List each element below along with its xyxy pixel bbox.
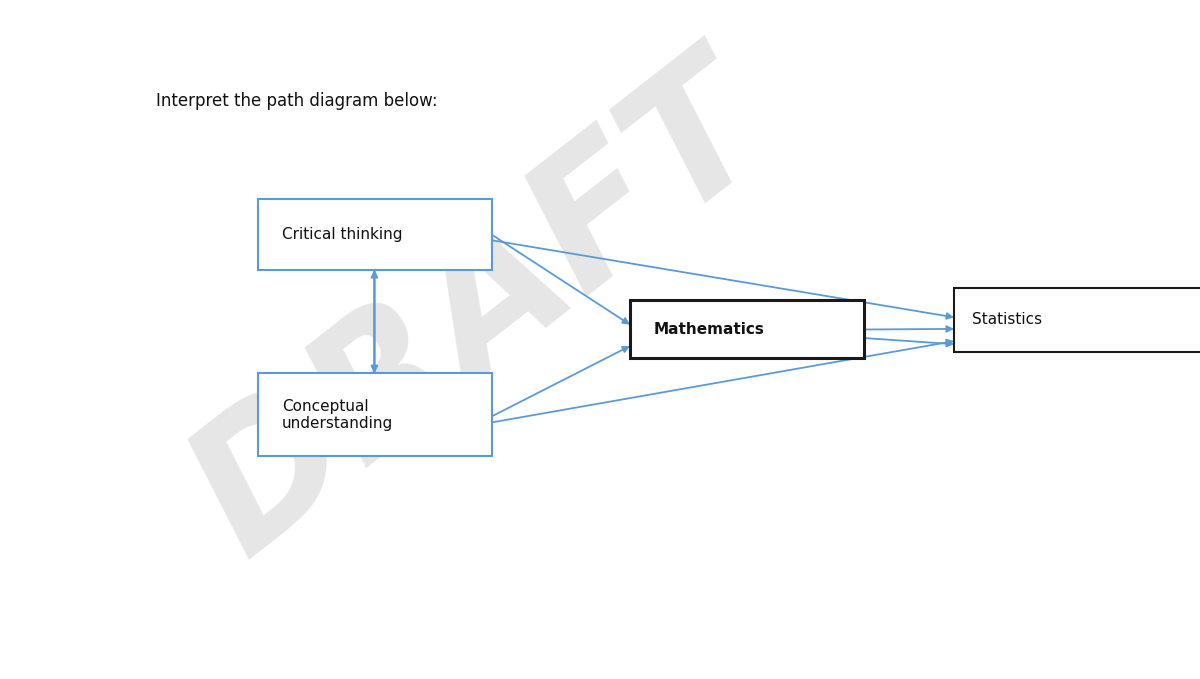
FancyBboxPatch shape — [258, 373, 492, 456]
Text: Interpret the path diagram below:: Interpret the path diagram below: — [156, 92, 438, 111]
FancyBboxPatch shape — [954, 288, 1200, 352]
Text: Critical thinking: Critical thinking — [282, 227, 402, 242]
FancyBboxPatch shape — [630, 300, 864, 359]
Text: Mathematics: Mathematics — [654, 322, 764, 337]
Text: DRAFT: DRAFT — [160, 35, 800, 589]
FancyBboxPatch shape — [258, 200, 492, 270]
Text: Statistics: Statistics — [972, 312, 1042, 327]
Text: Conceptual
understanding: Conceptual understanding — [282, 399, 394, 431]
